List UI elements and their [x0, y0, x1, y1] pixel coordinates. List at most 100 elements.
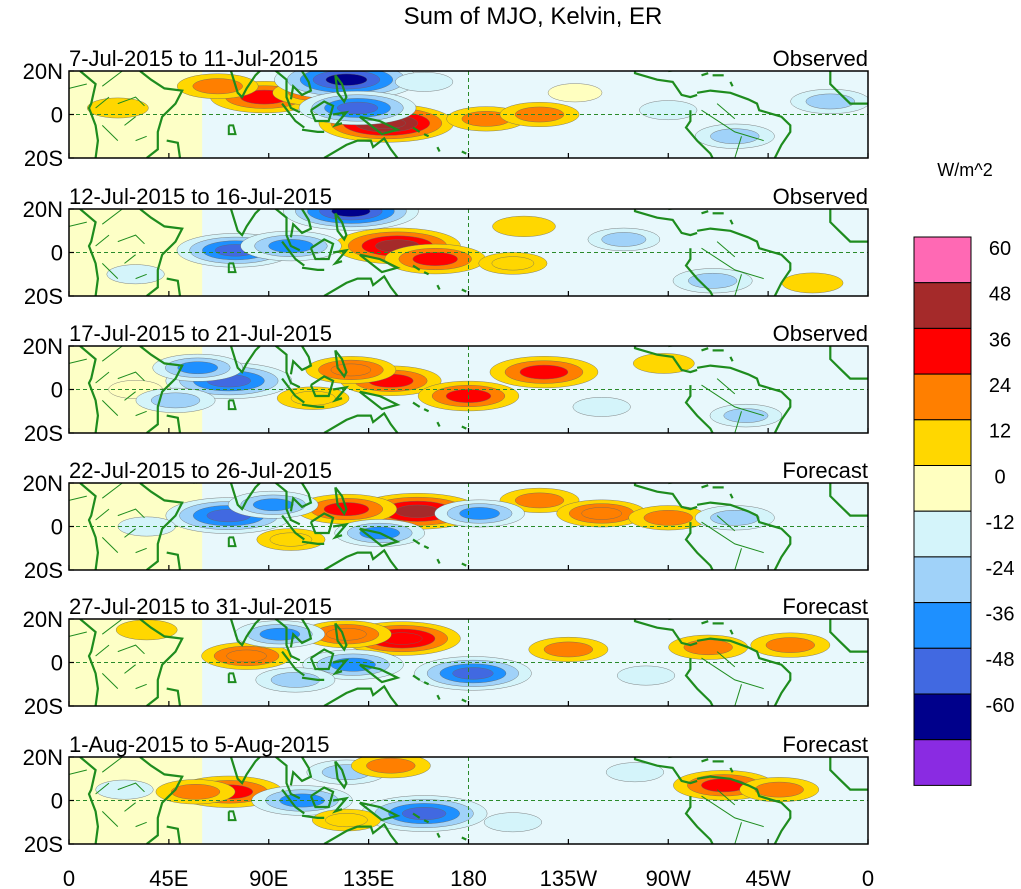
contour-level — [601, 232, 647, 247]
coastline — [696, 501, 792, 570]
anomaly-blob — [395, 72, 454, 92]
contour-level — [781, 272, 844, 294]
coastline — [684, 248, 714, 296]
coastlines — [69, 346, 868, 433]
contour-level — [547, 83, 603, 103]
coastline — [79, 346, 100, 433]
period-label: 27-Jul-2015 to 31-Jul-2015 — [69, 594, 332, 619]
contour-level — [491, 256, 535, 271]
coastline — [359, 390, 401, 411]
border-line — [117, 508, 145, 519]
coastline — [331, 248, 350, 266]
coastline — [461, 698, 467, 703]
colorbar-swatch — [913, 602, 972, 649]
coastline — [436, 558, 441, 564]
border-line — [69, 631, 87, 637]
border-line — [716, 789, 736, 806]
contour-level — [639, 100, 698, 120]
border-line — [101, 263, 119, 279]
coastline — [436, 832, 441, 838]
coastline — [359, 801, 401, 822]
border-line — [716, 103, 736, 120]
contour-level — [177, 361, 218, 374]
coastline — [79, 619, 100, 706]
coastline — [334, 349, 348, 379]
contour-level — [401, 807, 447, 821]
border-line — [124, 664, 136, 674]
anomaly-blob — [709, 404, 783, 428]
contour-level — [95, 779, 154, 800]
coastline — [331, 110, 350, 128]
border-line — [95, 96, 110, 109]
coastline — [461, 562, 467, 567]
border-line — [101, 400, 119, 416]
coastline — [289, 757, 313, 786]
coastline — [729, 767, 734, 773]
coastline — [139, 757, 184, 844]
y-tick-label: 0 — [51, 241, 63, 266]
colorbar-label: -48 — [986, 649, 1015, 671]
coastlines — [69, 757, 868, 844]
coastline — [829, 757, 868, 791]
coastline — [701, 620, 709, 625]
coastline — [139, 71, 184, 158]
colorbar-swatch — [913, 419, 972, 466]
coastline — [281, 514, 305, 541]
coastline — [323, 411, 399, 433]
contour-level — [395, 504, 440, 518]
border-line — [124, 528, 136, 538]
coastline — [423, 133, 430, 138]
anomaly-blob — [234, 620, 326, 649]
coastline — [228, 619, 301, 662]
coastline — [436, 694, 441, 700]
coastline — [633, 71, 698, 99]
border-line — [701, 795, 764, 828]
coastline — [139, 619, 184, 706]
anomaly-blob — [781, 272, 844, 294]
coastline — [633, 757, 698, 785]
coastline — [139, 483, 184, 570]
anomaly-blob — [155, 779, 236, 805]
coastline — [309, 786, 335, 809]
anomaly-blob — [617, 665, 676, 686]
contour-level — [412, 252, 458, 266]
coastline — [289, 209, 313, 238]
contour-level — [226, 649, 267, 663]
panel-4: 20N 0 20S 22-Jul-2015 to 26-Jul-2015 Forecas… — [23, 458, 869, 583]
colorbar-swatch — [913, 647, 972, 695]
coastline — [331, 796, 350, 814]
colorbar-label: -12 — [986, 512, 1015, 534]
y-tick-label: 0 — [51, 515, 63, 540]
colorbar-label: 24 — [989, 375, 1011, 397]
border-line — [101, 537, 119, 553]
coastline — [412, 126, 421, 133]
coastline — [331, 385, 350, 403]
border-line — [117, 644, 145, 655]
contour-level — [710, 510, 760, 526]
status-label: Observed — [773, 321, 868, 346]
contour-level — [605, 762, 664, 783]
y-tick-label: 20S — [24, 284, 63, 309]
y-tick-label: 0 — [51, 378, 63, 403]
panel-6: 20N 0 20S 1-Aug-2015 to 5-Aug-2015 Forecast — [23, 732, 869, 857]
anomaly-blob — [152, 353, 243, 382]
coastlines — [69, 209, 868, 296]
panel-5: 20N 0 20S 27-Jul-2015 to 31-Jul-2015 Forecas… — [23, 594, 869, 719]
contour-level — [106, 264, 165, 285]
y-tick-label: 20S — [24, 421, 63, 446]
coastline — [166, 414, 182, 433]
contour-level — [643, 510, 693, 526]
coastline — [696, 637, 792, 706]
coastline — [359, 527, 401, 548]
coastline — [139, 209, 184, 296]
border-line — [135, 821, 147, 828]
border-line — [701, 384, 764, 417]
contour-level — [514, 492, 565, 509]
contour-level — [483, 812, 542, 833]
coastline — [301, 128, 325, 133]
border-line — [101, 209, 123, 225]
coastline — [412, 674, 421, 681]
border-line — [135, 683, 147, 690]
panels: 20N 0 20S 7-Jul-2015 to 11-Jul-2015 Observed… — [23, 46, 869, 857]
coastline — [423, 545, 430, 550]
